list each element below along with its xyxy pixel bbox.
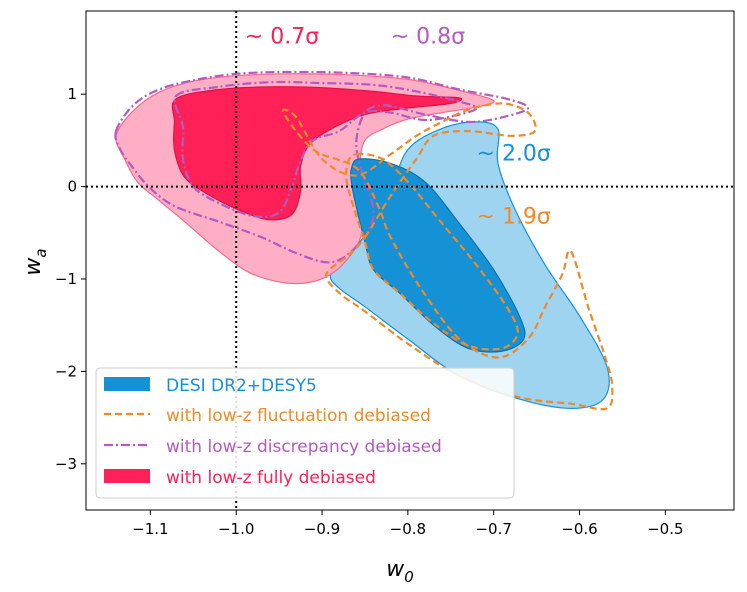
y-tick-label: 1 xyxy=(67,85,77,103)
legend-handle-patch xyxy=(104,469,150,483)
fluctuation-debiased-contour-68 xyxy=(345,152,519,351)
x-axis-label: w0 xyxy=(386,557,414,586)
y-tick-label: −2 xyxy=(55,362,77,380)
legend-box xyxy=(95,367,515,499)
x-tick-label: −0.8 xyxy=(390,520,426,538)
legend-label-fluctuation: with low-z fluctuation debiased xyxy=(166,406,431,426)
x-tick-label: −0.6 xyxy=(561,520,597,538)
sigma-annotation: ~ 2.0σ xyxy=(477,142,551,167)
y-tick-label: −3 xyxy=(55,455,77,473)
legend-handle-patch xyxy=(104,377,150,391)
legend-label-desi: DESI DR2+DESY5 xyxy=(166,376,317,396)
x-tick-label: −1.1 xyxy=(132,520,168,538)
y-axis-label: wa xyxy=(21,248,50,275)
svg-text:wa: wa xyxy=(21,248,50,275)
desi-contour-68 xyxy=(350,158,526,353)
plot-frame xyxy=(85,10,735,511)
x-tick-label: −0.5 xyxy=(647,520,683,538)
legend-label-fully: with low-z fully debiased xyxy=(166,468,376,488)
discrepancy-debiased-contour-68 xyxy=(173,80,478,219)
svg-text:w0: w0 xyxy=(386,557,414,586)
legend: DESI DR2+DESY5 with low-z fluctuation de… xyxy=(95,367,515,499)
x-tick-label: −0.7 xyxy=(475,520,511,538)
discrepancy-debiased-contour-95 xyxy=(114,70,530,264)
sigma-annotation: ~ 1.9σ xyxy=(477,205,551,230)
x-tick-label: −1.0 xyxy=(218,520,254,538)
y-tick-label: 0 xyxy=(67,178,77,196)
x-tick-label: −0.9 xyxy=(304,520,340,538)
y-tick-label: −1 xyxy=(55,270,77,288)
sigma-annotation: ~ 0.8σ xyxy=(391,24,465,49)
legend-label-discrepancy: with low-z discrepancy debiased xyxy=(166,437,442,457)
sigma-annotation: ~ 0.7σ xyxy=(245,24,319,49)
